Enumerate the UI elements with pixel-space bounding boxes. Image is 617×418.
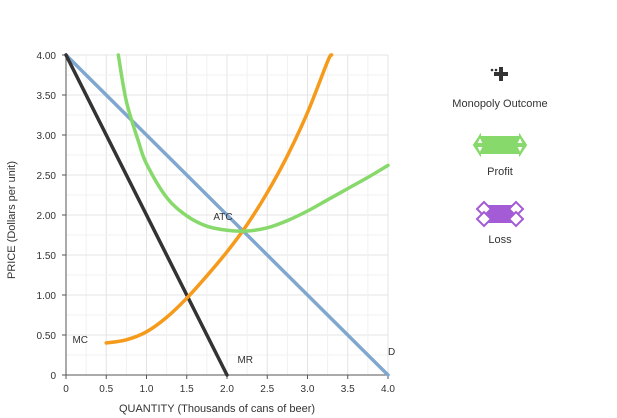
palette-label-loss: Loss (488, 234, 512, 246)
y-axis-title: PRICE (Dollars per unit) (6, 161, 18, 279)
cross-marker-icon[interactable] (490, 64, 510, 84)
curve-labels: D MR MC ATC (72, 212, 395, 366)
y-tick-label: 1.00 (37, 291, 57, 302)
y-tick-label: 2.50 (37, 171, 57, 182)
x-tick-label: 3.0 (301, 384, 315, 395)
x-tick-label: 0.5 (99, 384, 113, 395)
y-tick-label: 0 (50, 371, 56, 382)
x-tick-label: 2.0 (220, 384, 234, 395)
palette-item-monopoly-outcome[interactable]: Monopoly Outcome (440, 64, 560, 110)
x-axis-title: QUANTITY (Thousands of cans of beer) (119, 403, 315, 415)
palette-item-profit[interactable]: Profit (440, 132, 560, 178)
palette-label-profit: Profit (487, 166, 513, 178)
x-tick-label: 1.0 (140, 384, 154, 395)
x-tick-label: 3.5 (341, 384, 355, 395)
y-tick-label: 3.00 (37, 131, 57, 142)
curve-mc[interactable] (104, 53, 334, 345)
x-tick-label: 0 (63, 384, 69, 395)
curve-atc[interactable] (116, 53, 390, 233)
profit-area-icon[interactable] (472, 132, 528, 158)
x-tick-label: 1.5 (180, 384, 194, 395)
palette-label-monopoly-outcome: Monopoly Outcome (452, 98, 548, 110)
curve-label-atc: ATC (213, 212, 232, 223)
y-tick-label: 2.00 (37, 211, 57, 222)
curve-label-mc: MC (72, 335, 88, 346)
curve-label-d: D (388, 347, 395, 358)
curve-label-mr: MR (237, 355, 253, 366)
y-tick-label: 4.00 (37, 51, 57, 62)
y-tick-label: 1.50 (37, 251, 57, 262)
x-tick-label: 2.5 (260, 384, 274, 395)
x-tick-label: 4.0 (381, 384, 395, 395)
y-tick-label: 0.50 (37, 331, 57, 342)
curve-mr[interactable] (64, 53, 229, 377)
y-tick-label: 3.50 (37, 91, 57, 102)
curves[interactable] (64, 53, 390, 377)
curve-d[interactable] (64, 53, 390, 377)
tick-labels: 0 0.5 1.0 1.5 2.0 2.5 3.0 3.5 4.000.501.001.502.… (37, 51, 396, 395)
palette-item-loss[interactable]: Loss (440, 200, 560, 246)
loss-area-icon[interactable] (472, 200, 528, 228)
